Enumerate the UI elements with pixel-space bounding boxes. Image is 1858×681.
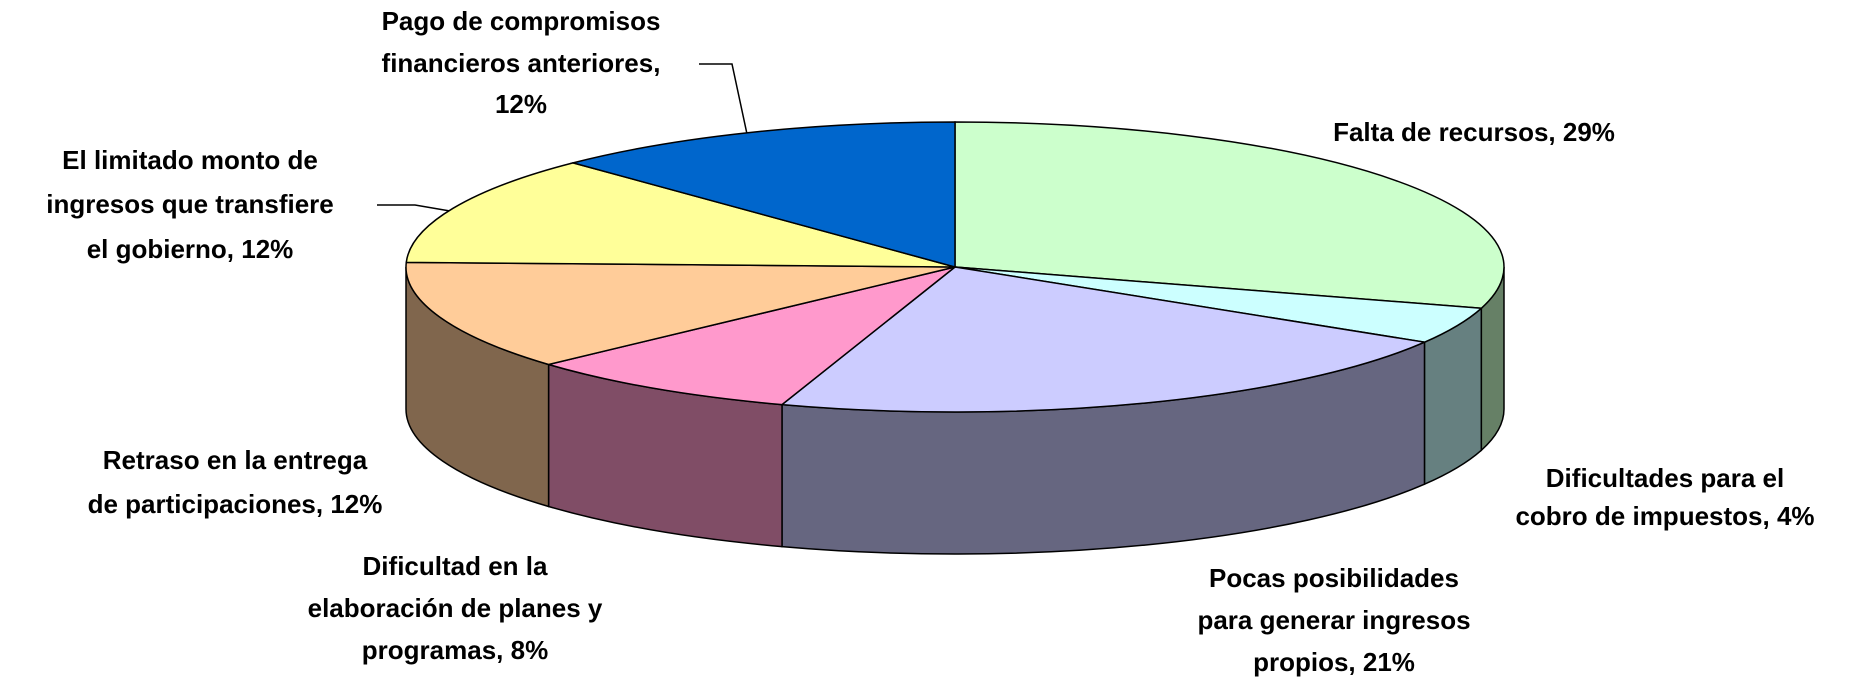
top-faces (405, 121, 1505, 413)
pie-slice (405, 162, 956, 268)
slice-label: elaboración de planes y (308, 593, 603, 623)
slice-label: para generar ingresos (1197, 605, 1470, 635)
pie-slice (545, 266, 956, 406)
slice-label: Dificultad en la (363, 551, 548, 581)
side-walls (405, 266, 1505, 555)
slice-label: el gobierno, 12% (87, 234, 294, 264)
slice-label: financieros anteriores, (382, 48, 661, 78)
slice-label: cobro de impuestos, 4% (1515, 501, 1814, 531)
pie-slice (570, 121, 956, 268)
slice-label: Dificultades para el (1546, 463, 1784, 493)
slice-label: El limitado monto de (62, 145, 318, 175)
leader-line (377, 204, 451, 212)
slice-label: Pocas posibilidades (1209, 563, 1459, 593)
slice-label: programas, 8% (362, 635, 548, 665)
slice-label: Retraso en la entrega (103, 445, 368, 475)
slice-label: ingresos que transfiere (46, 189, 334, 219)
pie-slice (405, 261, 956, 366)
slice-label: propios, 21% (1253, 647, 1415, 677)
slice-label: 12% (495, 89, 547, 119)
slice-label: Pago de compromisos (382, 6, 661, 36)
slice-label: Falta de recursos, 29% (1333, 117, 1615, 147)
leader-line (699, 63, 748, 135)
pie-slice (954, 121, 1505, 310)
pie-slice (780, 266, 1428, 413)
slice-label: de participaciones, 12% (88, 489, 383, 519)
